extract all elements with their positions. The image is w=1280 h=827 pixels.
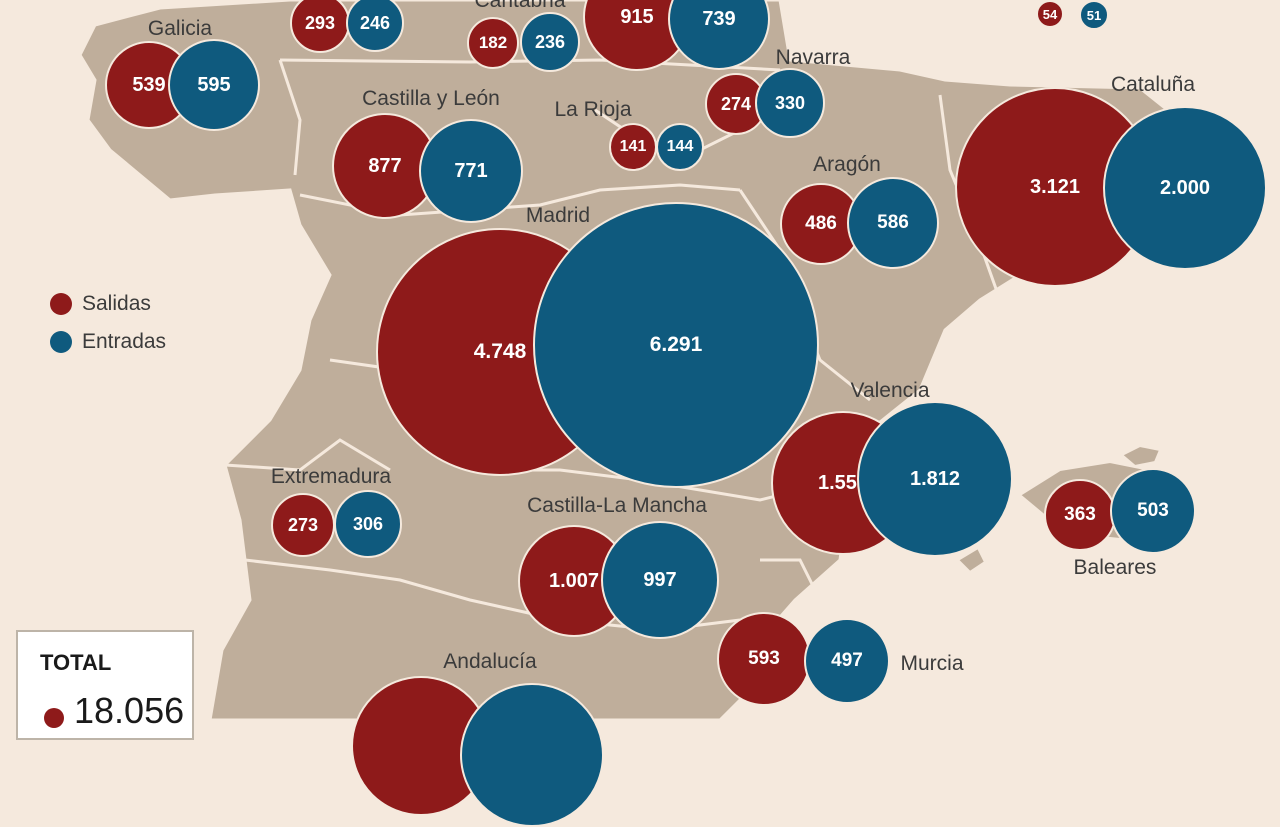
bubble-entradas-extremadura: 306 — [334, 490, 402, 558]
bubble-entradas-galicia: 595 — [168, 39, 260, 131]
label-aragon: Aragón — [813, 153, 881, 176]
entradas-dot-icon — [50, 331, 72, 353]
bubble-entradas-castilla-y-leon: 771 — [419, 119, 523, 223]
menorca-shape — [1120, 444, 1162, 468]
bubble-entradas-cataluna: 2.000 — [1103, 106, 1267, 270]
total-box: TOTAL 18.056 — [16, 630, 194, 740]
bubble-salidas-baleares: 363 — [1044, 479, 1116, 551]
bubble-salidas-murcia: 593 — [717, 612, 811, 706]
label-baleares: Baleares — [1073, 556, 1157, 579]
bubble-entradas-madrid: 6.291 — [533, 202, 819, 488]
label-murcia: Murcia — [900, 652, 964, 675]
label-la-rioja: La Rioja — [554, 98, 632, 121]
label-castilla-la-mancha: Castilla-La Mancha — [527, 494, 707, 517]
bubble-entradas-murcia: 497 — [804, 618, 890, 704]
legend: Salidas Entradas — [50, 292, 166, 368]
total-title: TOTAL — [40, 650, 112, 675]
bubble-salidas-extremadura: 273 — [271, 493, 335, 557]
legend-item-entradas: Entradas — [50, 330, 166, 354]
bubble-entradas-small: 51 — [1079, 0, 1109, 30]
bubble-salidas-la-rioja: 141 — [609, 123, 657, 171]
legend-item-salidas: Salidas — [50, 292, 166, 316]
legend-label-salidas: Salidas — [82, 292, 151, 315]
bubble-salidas-asturias: 293 — [290, 0, 350, 53]
ibiza-shape — [956, 546, 987, 574]
bubble-entradas-valencia: 1.812 — [857, 401, 1013, 557]
total-value: 18.056 — [74, 690, 185, 731]
label-cantabria: Cantabria — [474, 0, 566, 12]
label-navarra: Navarra — [775, 46, 851, 69]
bubble-entradas-andalucia — [460, 683, 604, 827]
bubble-entradas-navarra: 330 — [755, 68, 825, 138]
label-castilla-y-leon: Castilla y León — [362, 87, 500, 110]
label-cataluna: Cataluña — [1110, 73, 1196, 96]
label-extremadura: Extremadura — [270, 465, 392, 488]
label-madrid: Madrid — [525, 204, 591, 227]
bubble-entradas-la-rioja: 144 — [656, 123, 704, 171]
bubble-entradas-asturias: 246 — [346, 0, 404, 52]
bubble-salidas-small: 54 — [1036, 0, 1064, 28]
label-valencia: Valencia — [850, 379, 930, 402]
legend-label-entradas: Entradas — [82, 330, 167, 353]
bubble-salidas-cantabria: 182 — [467, 17, 519, 69]
salidas-dot-icon — [50, 293, 72, 315]
bubble-entradas-aragon: 586 — [847, 177, 939, 269]
label-galicia: Galicia — [147, 17, 213, 40]
label-andalucia: Andalucía — [443, 650, 537, 673]
total-dot-icon — [44, 708, 64, 728]
bubble-entradas-cantabria: 236 — [520, 12, 580, 72]
bubble-entradas-castilla-la-mancha: 997 — [601, 521, 719, 639]
bubble-entradas-baleares: 503 — [1110, 468, 1196, 554]
